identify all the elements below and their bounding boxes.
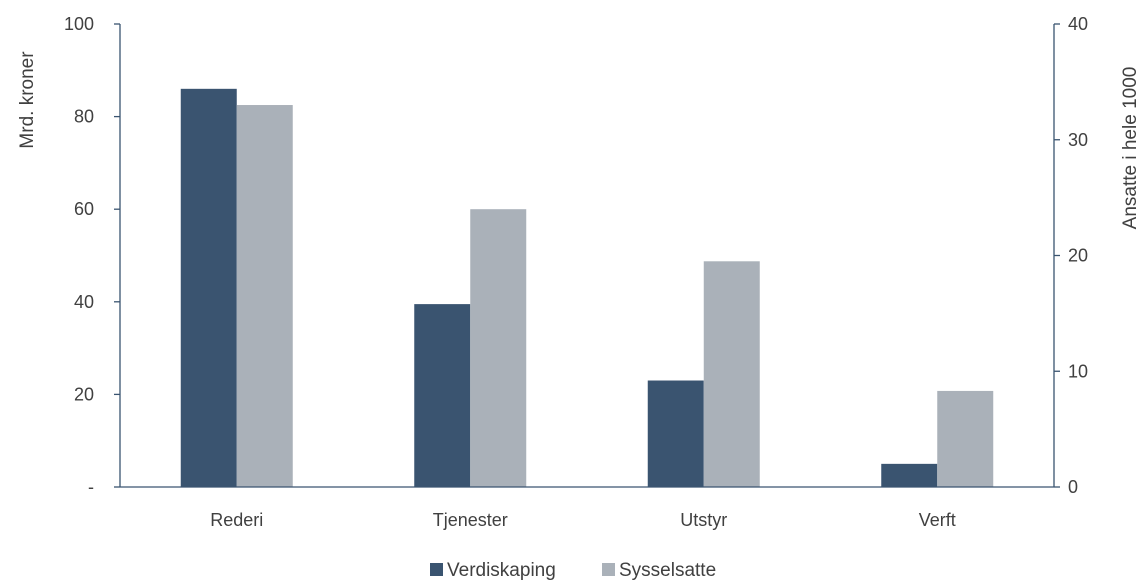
bar-sysselsatte-rederi — [236, 105, 293, 488]
y2-tick-label: 30 — [1068, 130, 1088, 150]
legend-label-verdiskaping: Verdiskaping — [447, 560, 556, 581]
bar-verdiskaping-rederi — [180, 88, 237, 487]
y2-tick-label: 40 — [1068, 14, 1088, 34]
tick-labels-layer: Rederi Tjenester Utstyr Verft - 20 40 60 80 100 0 1… — [64, 14, 1088, 530]
y2-tick-label: 10 — [1068, 361, 1088, 381]
y-tick-label: - — [88, 477, 94, 497]
bar-sysselsatte-verft — [937, 390, 994, 487]
y-tick-label: 80 — [74, 107, 94, 127]
legend-swatch-sysselsatte — [602, 563, 615, 576]
y2-tick-label: 0 — [1068, 477, 1078, 497]
x-tick-label: Rederi — [210, 510, 263, 530]
x-tick-label: Verft — [919, 510, 956, 530]
bar-verdiskaping-tjenester — [414, 304, 471, 487]
bars-layer — [180, 88, 994, 488]
bar-verdiskaping-utstyr — [647, 380, 704, 487]
y-tick-label: 20 — [74, 384, 94, 404]
axes-layer — [114, 23, 1060, 488]
y-tick-label: 60 — [74, 199, 94, 219]
y-tick-label: 40 — [74, 292, 94, 312]
x-tick-label: Tjenester — [433, 510, 508, 530]
y-axis-title: Mrd. kroner — [17, 51, 38, 149]
bar-sysselsatte-tjenester — [470, 209, 527, 487]
legend-label-sysselsatte: Sysselsatte — [619, 560, 716, 581]
y-tick-label: 100 — [64, 14, 94, 34]
bar-verdiskaping-verft — [881, 463, 938, 487]
y2-axis-title: Ansatte i hele 1000 — [1120, 67, 1141, 230]
y2-tick-label: 20 — [1068, 246, 1088, 266]
legend: Verdiskaping Sysselsatte — [430, 560, 716, 581]
x-tick-label: Utstyr — [680, 510, 727, 530]
bar-sysselsatte-utstyr — [703, 261, 760, 487]
legend-swatch-verdiskaping — [430, 563, 443, 576]
